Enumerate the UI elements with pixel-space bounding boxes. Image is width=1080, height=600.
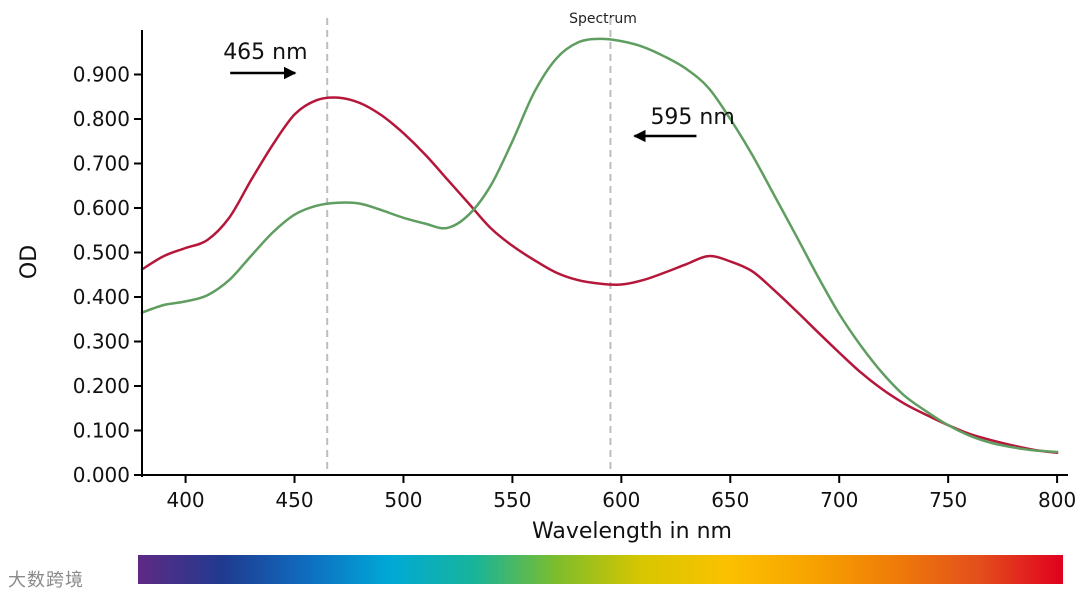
y-axis-ticks: 0.000 0.100 0.200 0.300 0.400 0.500 0.600 0.700… bbox=[73, 63, 142, 487]
y-tick-label: 0.400 bbox=[73, 285, 130, 309]
annotation-label-595: 595 nm bbox=[650, 105, 734, 130]
x-tick-label: 750 bbox=[929, 488, 967, 512]
visible-spectrum-bar bbox=[138, 555, 1063, 584]
y-tick-label: 0.200 bbox=[73, 374, 130, 398]
y-tick-label: 0.600 bbox=[73, 196, 130, 220]
series-line-red-curve bbox=[140, 96, 1059, 455]
reference-lines bbox=[326, 18, 612, 475]
x-tick-label: 400 bbox=[166, 488, 204, 512]
y-tick-label: 0.800 bbox=[73, 107, 130, 131]
x-axis-title: Wavelength in nm bbox=[532, 519, 732, 544]
y-tick-label: 0.900 bbox=[73, 63, 130, 87]
x-axis-ticks: 400 450 500 550 600 650 700 750 800 bbox=[166, 475, 1076, 512]
y-tick-label: 0.100 bbox=[73, 419, 130, 443]
annotation-label-465: 465 nm bbox=[223, 40, 307, 65]
watermark-text: 大数跨境 bbox=[8, 570, 84, 591]
series-layer bbox=[140, 37, 1059, 455]
x-tick-label: 700 bbox=[820, 488, 858, 512]
y-tick-label: 0.300 bbox=[73, 330, 130, 354]
y-tick-label: 0.700 bbox=[73, 152, 130, 176]
wavelength-annotations: 465 nm 595 nm bbox=[223, 40, 735, 143]
x-tick-label: 500 bbox=[384, 488, 422, 512]
y-axis-title: OD bbox=[17, 245, 42, 279]
chart-title: Spectrum bbox=[569, 11, 637, 27]
y-tick-label: 0.500 bbox=[73, 241, 130, 265]
x-tick-label: 650 bbox=[711, 488, 749, 512]
x-tick-label: 800 bbox=[1038, 488, 1076, 512]
x-tick-label: 600 bbox=[602, 488, 640, 512]
series-line-green-curve bbox=[140, 37, 1059, 454]
x-tick-label: 550 bbox=[493, 488, 531, 512]
y-tick-label: 0.000 bbox=[73, 463, 130, 487]
x-tick-label: 450 bbox=[275, 488, 313, 512]
